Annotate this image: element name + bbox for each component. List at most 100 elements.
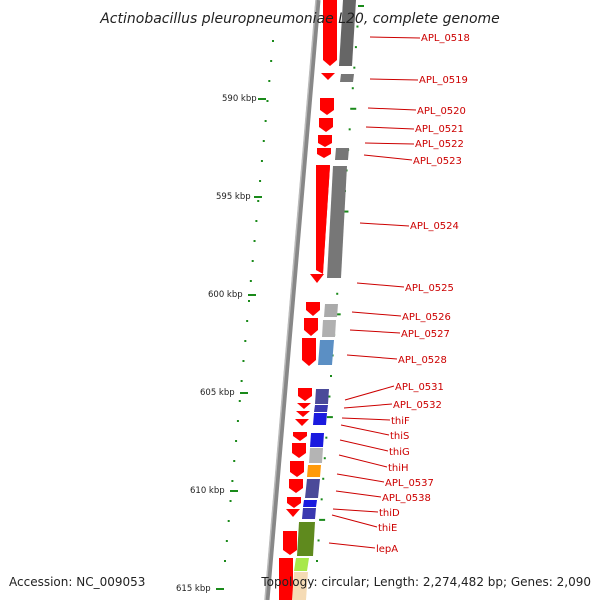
accession-label: Accession: NC_009053 xyxy=(9,575,145,589)
scale-dot xyxy=(240,380,243,382)
scale-dot xyxy=(244,340,247,342)
scale-dot xyxy=(358,5,364,7)
cds-block xyxy=(327,166,347,278)
gene-arrow xyxy=(297,403,311,409)
cds-block xyxy=(292,572,308,600)
scale-dot xyxy=(272,40,274,42)
scale-dot xyxy=(334,313,341,316)
scale-dot xyxy=(326,416,333,419)
cds-block xyxy=(297,522,315,556)
scale-dot xyxy=(317,539,320,542)
scale-dot xyxy=(227,520,230,522)
tick-label: 615 kbp xyxy=(176,584,211,594)
scale-dot xyxy=(322,477,325,480)
scale-dot xyxy=(336,292,339,295)
scale-dot xyxy=(320,498,323,501)
gene-label: APL_0528 xyxy=(398,355,447,366)
gene-label: APL_0531 xyxy=(395,382,444,393)
gene-arrow xyxy=(310,274,324,283)
backbone xyxy=(264,0,321,600)
cds-block xyxy=(314,405,328,412)
scale-dot xyxy=(224,560,226,562)
cds-block xyxy=(303,500,317,507)
scale-dot xyxy=(325,436,328,439)
gene-arrow xyxy=(321,73,335,80)
scale-dot xyxy=(255,220,258,222)
cds-block xyxy=(302,508,316,519)
leader-lines xyxy=(328,36,421,549)
gene-arrow xyxy=(289,479,303,493)
gene-label: lepA xyxy=(376,544,398,555)
gene-label: APL_0525 xyxy=(405,283,454,294)
scale-dot xyxy=(229,500,232,502)
tick-label: 600 kbp xyxy=(208,290,243,300)
scale-dot xyxy=(316,560,318,562)
scale-dot xyxy=(350,107,357,110)
scale-dot xyxy=(233,460,236,462)
scale-dot xyxy=(348,128,351,131)
scale-dot xyxy=(319,518,326,521)
scale-dot xyxy=(266,100,269,102)
scale-dot xyxy=(251,260,254,262)
scale-dot xyxy=(268,80,271,82)
cds-block xyxy=(318,340,334,365)
gene-label: APL_0524 xyxy=(410,221,459,232)
cds-block xyxy=(313,413,327,425)
cds-block xyxy=(335,148,349,160)
feature-track-forward xyxy=(279,0,337,600)
tick-label: 595 kbp xyxy=(216,192,251,202)
gene-arrow xyxy=(320,98,334,115)
scale-dot xyxy=(231,480,234,482)
gene-label: APL_0526 xyxy=(402,312,451,323)
scale-dot xyxy=(260,160,263,162)
topology-label: Topology: circular; Length: 2,274,482 bp… xyxy=(260,575,591,589)
gene-label: APL_0538 xyxy=(382,493,431,504)
gene-arrow xyxy=(318,135,332,147)
cds-block xyxy=(322,320,336,337)
scale-dot xyxy=(257,200,260,202)
scale-dot xyxy=(249,280,252,282)
scale-dot xyxy=(262,140,265,142)
scale-dot xyxy=(225,540,228,542)
page-title: Actinobacillus pleuropneumoniae L20, com… xyxy=(99,11,500,27)
gene-label: thiE xyxy=(378,523,397,534)
gene-arrow xyxy=(298,388,312,401)
gene-label: APL_0523 xyxy=(413,156,462,167)
gene-arrow xyxy=(287,497,301,508)
scale-dot xyxy=(328,395,331,398)
gene-label: APL_0521 xyxy=(415,124,464,135)
gene-arrow xyxy=(296,411,310,417)
scale-dot xyxy=(351,87,354,90)
gene-arrow xyxy=(302,338,316,366)
cds-block xyxy=(324,304,338,317)
scale-dot xyxy=(238,400,241,402)
gene-arrow xyxy=(292,443,306,458)
cds-block xyxy=(309,448,323,463)
scale-dot xyxy=(235,440,238,442)
gene-label: thiG xyxy=(389,447,410,458)
gene-arrow xyxy=(316,166,330,272)
scale-dot xyxy=(270,60,273,62)
scale-dot xyxy=(342,210,349,213)
scale-dot xyxy=(253,240,256,242)
cds-block xyxy=(339,0,356,66)
gene-arrow xyxy=(279,558,293,600)
kbp-ticks: 590 kbp 595 kbp 600 kbp 605 kbp 610 kbp … xyxy=(176,94,266,594)
cds-block xyxy=(305,479,320,498)
cds-block xyxy=(307,465,321,477)
gene-arrow xyxy=(293,432,307,441)
gene-arrow xyxy=(319,118,333,132)
cds-block xyxy=(340,74,354,82)
gene-arrow xyxy=(290,461,304,477)
scale-dot xyxy=(259,180,262,182)
cds-block xyxy=(315,389,329,404)
scale-dot xyxy=(353,66,356,69)
tick-label: 590 kbp xyxy=(222,94,257,104)
scale-dot xyxy=(246,320,249,322)
gene-arrow xyxy=(323,0,337,66)
cds-block xyxy=(310,433,324,447)
gene-label: APL_0520 xyxy=(417,106,466,117)
gene-arrow xyxy=(286,509,300,517)
scale-dot xyxy=(264,120,267,122)
